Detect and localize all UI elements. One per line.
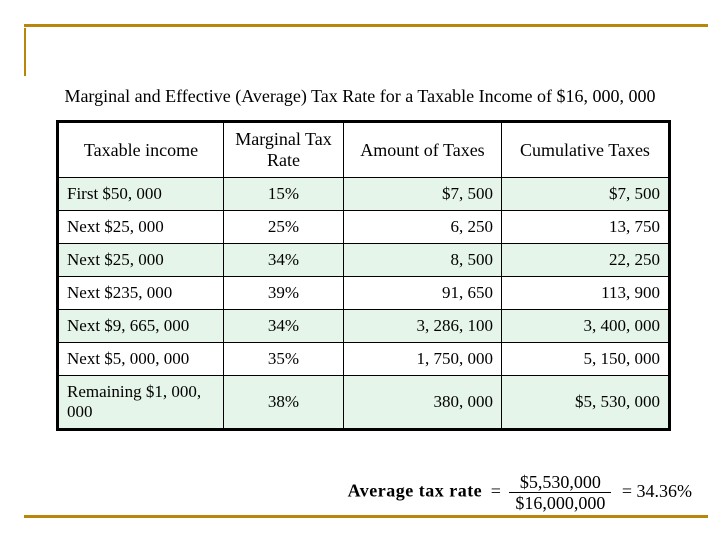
- header-amount: Amount of Taxes: [344, 122, 502, 178]
- cell-amount: 91, 650: [344, 277, 502, 310]
- cell-cumulative: 3, 400, 000: [502, 310, 670, 343]
- cell-rate: 34%: [224, 244, 344, 277]
- cell-rate: 35%: [224, 343, 344, 376]
- table-body: First $50, 00015%$7, 500$7, 500Next $25,…: [58, 178, 670, 430]
- cell-cumulative: 13, 750: [502, 211, 670, 244]
- cell-rate: 39%: [224, 277, 344, 310]
- table-row: Next $235, 00039%91, 650113, 900: [58, 277, 670, 310]
- cell-amount: 1, 750, 000: [344, 343, 502, 376]
- frame-left-accent: [24, 28, 26, 76]
- cell-bracket: Next $9, 665, 000: [58, 310, 224, 343]
- cell-amount: $7, 500: [344, 178, 502, 211]
- formula-label: Average tax rate: [348, 481, 483, 501]
- cell-rate: 15%: [224, 178, 344, 211]
- cell-cumulative: 5, 150, 000: [502, 343, 670, 376]
- table-row: First $50, 00015%$7, 500$7, 500: [58, 178, 670, 211]
- table-row: Next $9, 665, 00034%3, 286, 1003, 400, 0…: [58, 310, 670, 343]
- cell-cumulative: $7, 500: [502, 178, 670, 211]
- formula-numerator: $5,530,000: [509, 473, 611, 493]
- formula-fraction: $5,530,000 $16,000,000: [509, 473, 611, 512]
- table-row: Next $25, 00025%6, 25013, 750: [58, 211, 670, 244]
- cell-bracket: First $50, 000: [58, 178, 224, 211]
- table-row: Next $5, 000, 00035%1, 750, 0005, 150, 0…: [58, 343, 670, 376]
- cell-amount: 380, 000: [344, 376, 502, 430]
- slide-title: Marginal and Effective (Average) Tax Rat…: [0, 86, 720, 107]
- formula-result: = 34.36%: [622, 481, 692, 501]
- cell-bracket: Next $235, 000: [58, 277, 224, 310]
- table-header-row: Taxable income Marginal Tax Rate Amount …: [58, 122, 670, 178]
- cell-cumulative: 22, 250: [502, 244, 670, 277]
- table-row: Next $25, 00034%8, 50022, 250: [58, 244, 670, 277]
- table-row: Remaining $1, 000, 00038%380, 000$5, 530…: [58, 376, 670, 430]
- cell-amount: 6, 250: [344, 211, 502, 244]
- header-cumulative: Cumulative Taxes: [502, 122, 670, 178]
- formula-denominator: $16,000,000: [509, 493, 611, 512]
- tax-table-container: Taxable income Marginal Tax Rate Amount …: [56, 120, 668, 431]
- cell-bracket: Remaining $1, 000, 000: [58, 376, 224, 430]
- formula-equals-1: =: [491, 481, 501, 501]
- cell-cumulative: 113, 900: [502, 277, 670, 310]
- slide: Marginal and Effective (Average) Tax Rat…: [0, 0, 720, 540]
- cell-rate: 38%: [224, 376, 344, 430]
- average-tax-rate-formula: Average tax rate = $5,530,000 $16,000,00…: [0, 473, 692, 512]
- cell-amount: 8, 500: [344, 244, 502, 277]
- cell-bracket: Next $25, 000: [58, 211, 224, 244]
- cell-bracket: Next $25, 000: [58, 244, 224, 277]
- cell-amount: 3, 286, 100: [344, 310, 502, 343]
- tax-table: Taxable income Marginal Tax Rate Amount …: [56, 120, 671, 431]
- header-income: Taxable income: [58, 122, 224, 178]
- cell-rate: 34%: [224, 310, 344, 343]
- header-rate: Marginal Tax Rate: [224, 122, 344, 178]
- cell-rate: 25%: [224, 211, 344, 244]
- cell-cumulative: $5, 530, 000: [502, 376, 670, 430]
- cell-bracket: Next $5, 000, 000: [58, 343, 224, 376]
